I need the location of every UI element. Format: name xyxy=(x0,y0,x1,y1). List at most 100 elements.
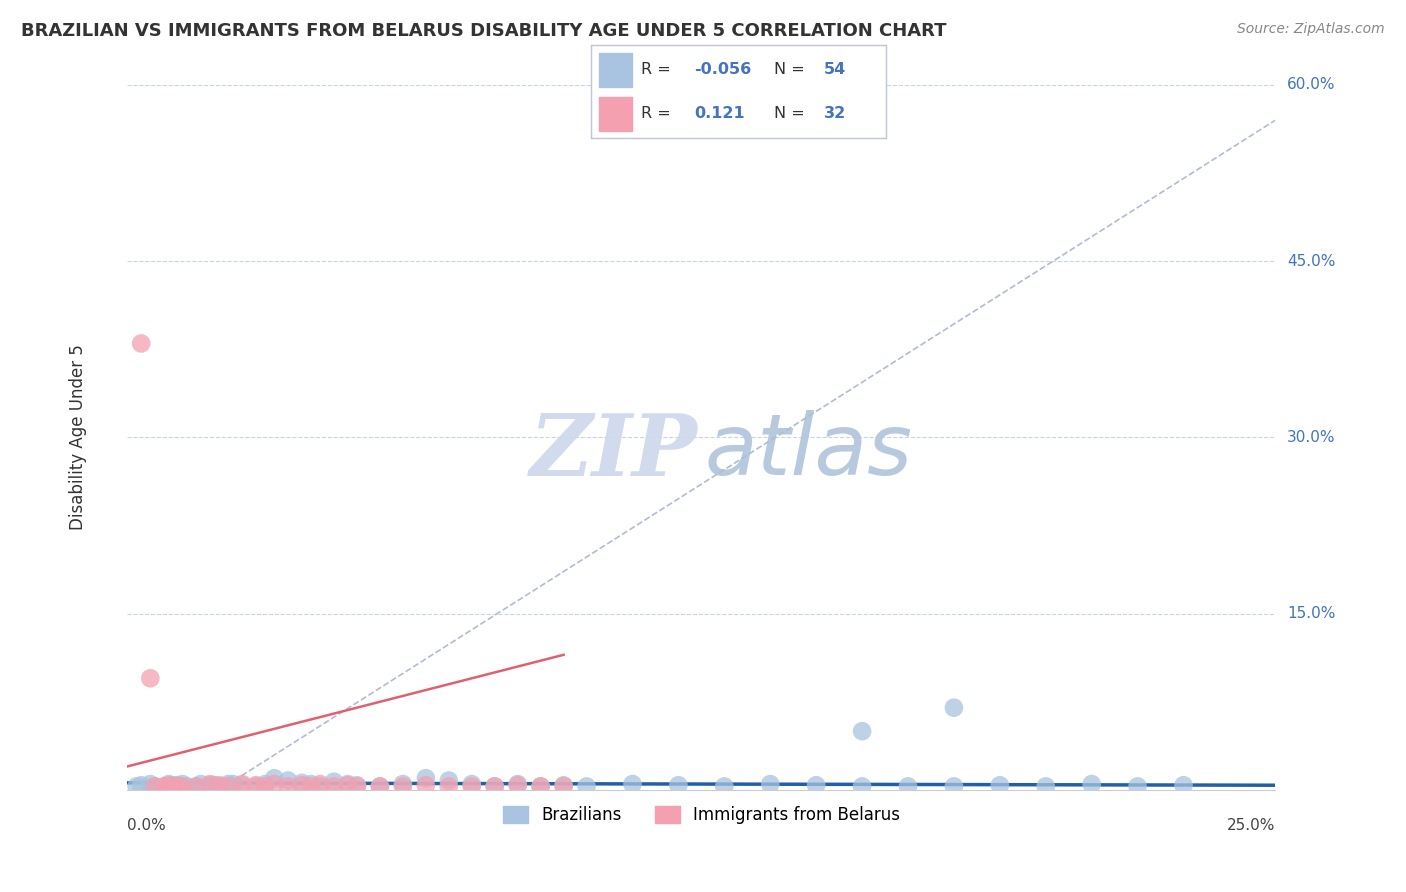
Point xyxy=(254,777,277,791)
Point xyxy=(291,778,314,792)
Point xyxy=(231,778,253,792)
Point xyxy=(167,780,190,794)
Point xyxy=(506,777,529,791)
Point xyxy=(851,780,873,794)
Bar xyxy=(599,97,631,131)
Point xyxy=(553,778,575,792)
Point xyxy=(153,780,176,794)
Text: ZIP: ZIP xyxy=(530,409,697,493)
Point xyxy=(336,777,359,791)
Point xyxy=(125,780,148,794)
Point xyxy=(254,780,277,794)
Point xyxy=(309,780,332,794)
Point xyxy=(172,777,194,791)
Text: 32: 32 xyxy=(824,106,846,121)
Text: N =: N = xyxy=(773,62,810,78)
Point xyxy=(129,336,152,351)
Point xyxy=(186,780,208,794)
Point xyxy=(461,777,484,791)
Point xyxy=(190,777,212,791)
Point xyxy=(530,780,553,794)
Legend: Brazilians, Immigrants from Belarus: Brazilians, Immigrants from Belarus xyxy=(496,799,907,831)
Point xyxy=(299,780,322,794)
Point xyxy=(263,777,285,791)
Point xyxy=(346,778,368,792)
Point xyxy=(368,780,391,794)
Point xyxy=(988,778,1011,792)
Text: N =: N = xyxy=(773,106,810,121)
Text: 60.0%: 60.0% xyxy=(1286,78,1336,93)
Point xyxy=(1035,780,1057,794)
Point xyxy=(208,778,231,792)
Point xyxy=(415,771,437,785)
Text: 30.0%: 30.0% xyxy=(1286,430,1336,445)
Point xyxy=(245,778,267,792)
Point xyxy=(942,780,965,794)
Point xyxy=(172,780,194,794)
Point xyxy=(1126,780,1149,794)
Point xyxy=(291,776,314,790)
Point xyxy=(506,778,529,792)
Point xyxy=(437,780,460,794)
Point xyxy=(217,777,239,791)
Point xyxy=(208,780,231,794)
Point xyxy=(245,780,267,794)
Point xyxy=(323,774,346,789)
Point xyxy=(222,777,245,791)
Point xyxy=(309,777,332,791)
Point xyxy=(346,780,368,794)
Point xyxy=(437,773,460,788)
Text: R =: R = xyxy=(641,62,676,78)
Point xyxy=(299,777,322,791)
Point xyxy=(553,780,575,794)
Text: BRAZILIAN VS IMMIGRANTS FROM BELARUS DISABILITY AGE UNDER 5 CORRELATION CHART: BRAZILIAN VS IMMIGRANTS FROM BELARUS DIS… xyxy=(21,22,946,40)
Point xyxy=(897,780,920,794)
Point xyxy=(231,777,253,791)
Point xyxy=(1173,778,1195,792)
Point xyxy=(668,778,690,792)
Point xyxy=(392,777,415,791)
Point xyxy=(162,778,184,792)
Bar xyxy=(599,53,631,87)
Point xyxy=(167,778,190,792)
Text: 54: 54 xyxy=(824,62,846,78)
Point xyxy=(186,780,208,794)
Point xyxy=(759,777,782,791)
Point xyxy=(1080,777,1102,791)
Point xyxy=(198,777,221,791)
Point xyxy=(368,780,391,794)
Point xyxy=(212,780,235,794)
Point xyxy=(942,700,965,714)
Point xyxy=(143,780,166,794)
Text: 15.0%: 15.0% xyxy=(1286,607,1336,621)
Point xyxy=(157,778,180,792)
Text: 25.0%: 25.0% xyxy=(1227,818,1275,833)
Point xyxy=(157,777,180,791)
Text: Disability Age Under 5: Disability Age Under 5 xyxy=(69,344,87,531)
Point xyxy=(277,773,299,788)
Point xyxy=(162,780,184,794)
Point xyxy=(392,780,415,794)
Point xyxy=(336,778,359,792)
Text: -0.056: -0.056 xyxy=(695,62,751,78)
Point xyxy=(129,778,152,792)
Text: 0.121: 0.121 xyxy=(695,106,745,121)
Point xyxy=(139,777,162,791)
Point xyxy=(484,780,506,794)
Point xyxy=(484,780,506,794)
Text: Source: ZipAtlas.com: Source: ZipAtlas.com xyxy=(1237,22,1385,37)
Point xyxy=(204,778,226,792)
Point xyxy=(530,780,553,794)
Point xyxy=(176,780,198,794)
Point xyxy=(263,771,285,785)
Point xyxy=(323,780,346,794)
Point xyxy=(217,780,239,794)
Text: R =: R = xyxy=(641,106,676,121)
Text: atlas: atlas xyxy=(704,410,912,493)
Point xyxy=(415,778,437,792)
Point xyxy=(198,778,221,792)
Point xyxy=(713,780,735,794)
Point xyxy=(143,780,166,794)
Text: 0.0%: 0.0% xyxy=(128,818,166,833)
Point xyxy=(621,777,644,791)
